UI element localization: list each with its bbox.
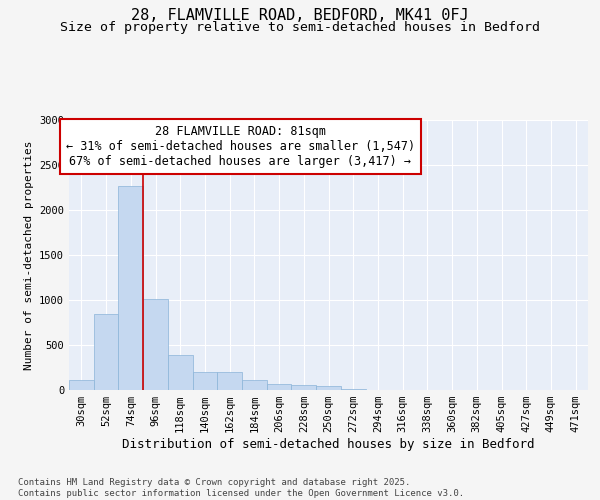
Text: 28 FLAMVILLE ROAD: 81sqm
← 31% of semi-detached houses are smaller (1,547)
67% o: 28 FLAMVILLE ROAD: 81sqm ← 31% of semi-d… [66,126,415,168]
Bar [316,386,341,390]
Bar [267,384,292,390]
Text: Size of property relative to semi-detached houses in Bedford: Size of property relative to semi-detach… [60,21,540,34]
Bar [193,372,217,390]
Y-axis label: Number of semi-detached properties: Number of semi-detached properties [23,140,34,370]
Bar [143,299,168,390]
Bar [217,372,242,390]
Bar [94,314,118,390]
Bar [292,385,316,390]
Bar [69,380,94,390]
Bar [242,380,267,390]
Bar [168,355,193,390]
Bar [341,389,365,390]
Text: Contains HM Land Registry data © Crown copyright and database right 2025.
Contai: Contains HM Land Registry data © Crown c… [18,478,464,498]
Bar [118,186,143,390]
X-axis label: Distribution of semi-detached houses by size in Bedford: Distribution of semi-detached houses by … [122,438,535,451]
Text: 28, FLAMVILLE ROAD, BEDFORD, MK41 0FJ: 28, FLAMVILLE ROAD, BEDFORD, MK41 0FJ [131,8,469,22]
